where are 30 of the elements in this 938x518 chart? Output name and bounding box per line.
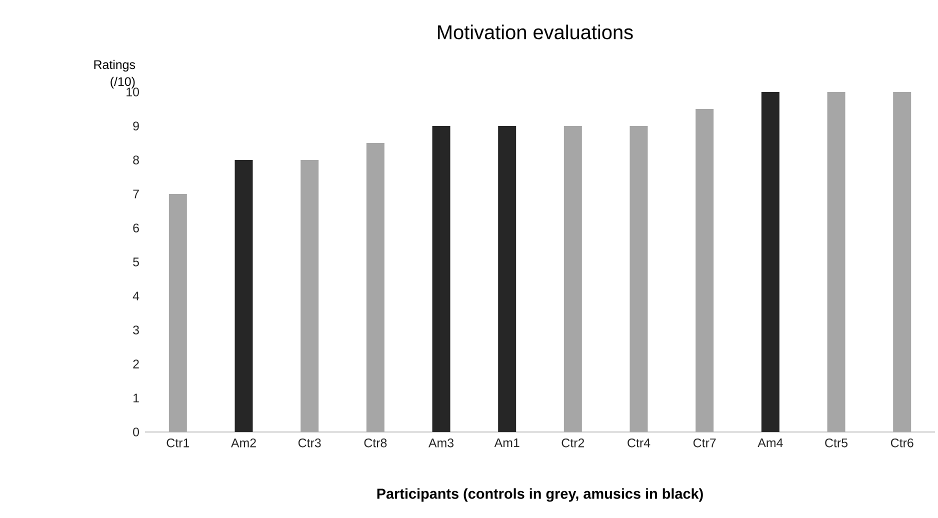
bar [761, 92, 780, 432]
x-tick-label: Ctr1 [166, 438, 190, 448]
y-tick-label: 9 [133, 122, 139, 130]
x-tick-label: Ctr6 [890, 438, 914, 448]
x-tick-label: Ctr8 [364, 438, 387, 448]
y-tick-label: 4 [132, 292, 140, 300]
x-tick-label: Am2 [230, 438, 256, 448]
x-tick-label: Am1 [494, 438, 520, 448]
x-tick-label: Ctr5 [825, 438, 848, 448]
chart-title: Motivation evaluations [438, 24, 633, 40]
x-tick-label: Ctr3 [298, 438, 321, 448]
y-tick-label: 5 [133, 258, 139, 266]
y-axis-title: Ratings (/10) [94, 60, 136, 88]
bar [498, 126, 516, 432]
y-tick-label: 3 [133, 326, 139, 334]
bar [234, 160, 253, 432]
x-tick-label: Ctr4 [628, 438, 650, 448]
y-tick-label: 6 [133, 224, 139, 232]
y-tick-label: 10 [126, 88, 140, 96]
y-tick-label: 1 [134, 394, 139, 402]
x-tick-label: Am4 [758, 438, 783, 448]
y-tick-label: 0 [133, 428, 140, 436]
x-tick-label: Ctr2 [562, 438, 584, 448]
y-tick-label: 7 [133, 190, 139, 198]
y-tick-label: 8 [133, 156, 139, 164]
bar [432, 126, 450, 432]
x-tick-label: Am3 [428, 438, 454, 448]
x-axis-title: Participants (controls in grey, amusics in black) [377, 488, 703, 502]
y-tick-label: 2 [133, 360, 139, 368]
x-tick-label: Ctr7 [693, 438, 716, 448]
